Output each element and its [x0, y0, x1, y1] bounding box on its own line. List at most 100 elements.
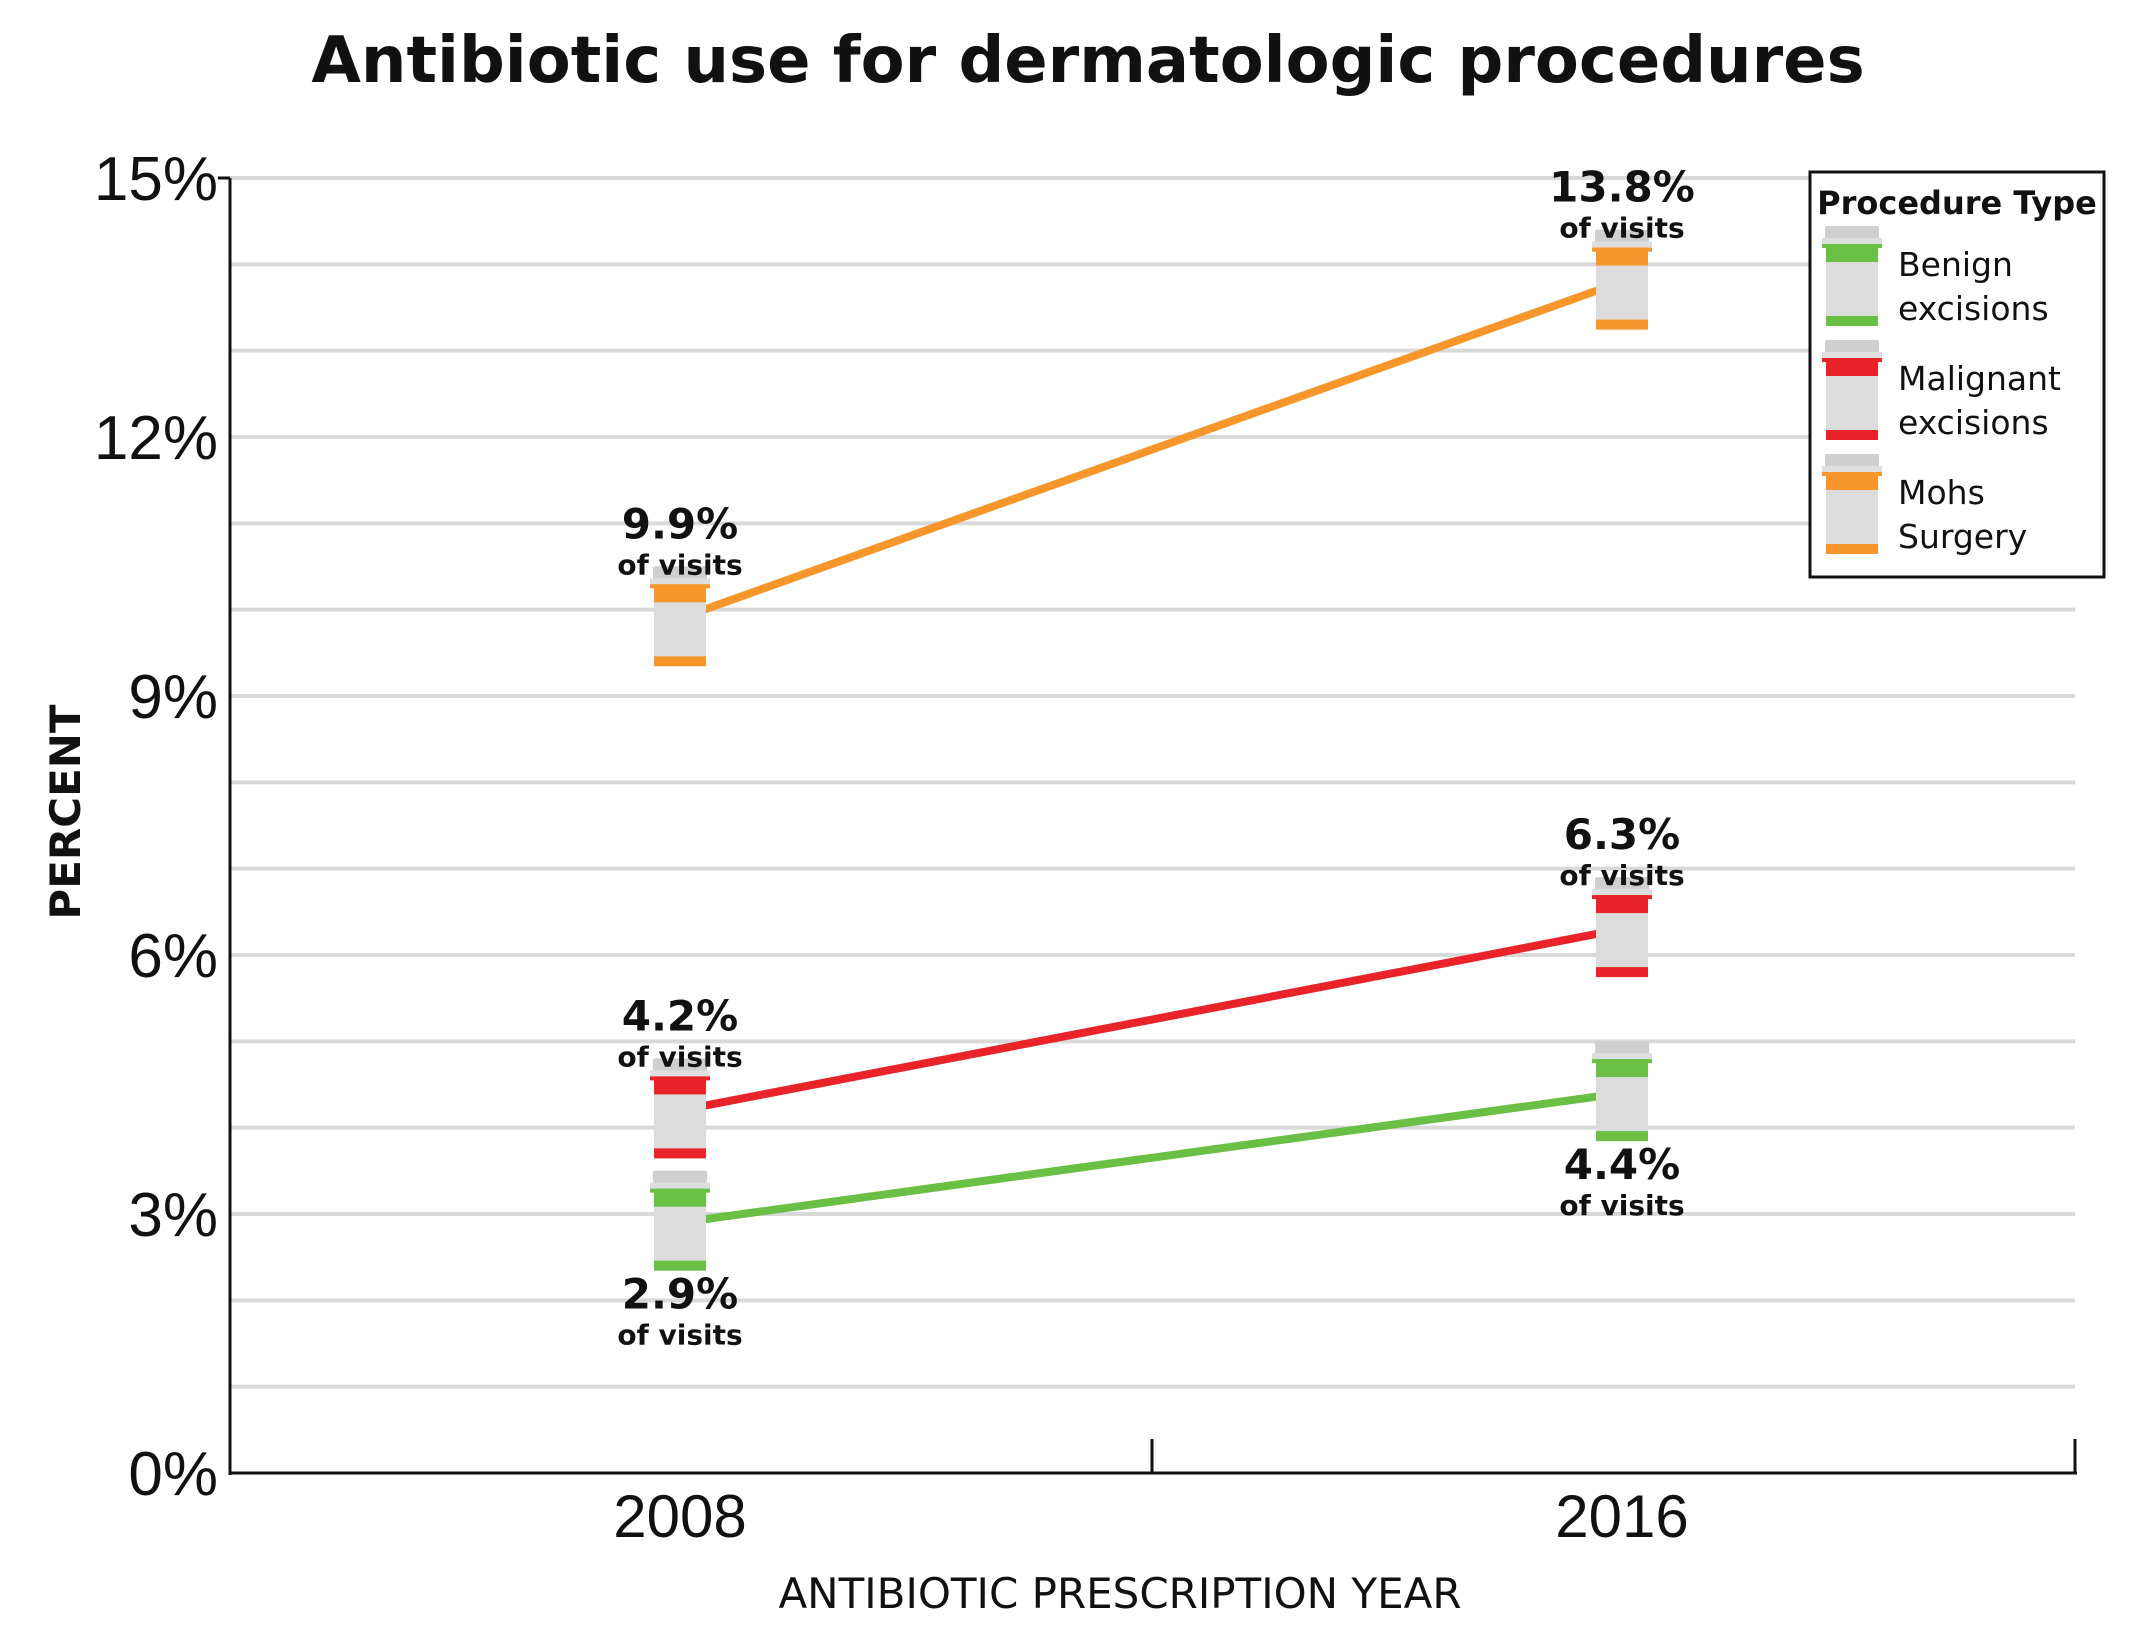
x-tick-label: 2016 — [1555, 1483, 1688, 1550]
data-label: 4.2% — [622, 991, 738, 1040]
legend-title: Procedure Type — [1817, 184, 2097, 222]
bottle-band-top — [1826, 358, 1878, 376]
legend-item: Mohs Surgery — [1822, 454, 2027, 556]
bottle-band-bottom — [654, 656, 706, 667]
chart-title: Antibiotic use for dermatologic procedur… — [311, 24, 1864, 98]
y-tick-label: 0% — [128, 1440, 218, 1509]
bottle-band-top — [1596, 247, 1648, 266]
y-axis-ticks: 0% 3% 6% 9% 12% 15% — [94, 145, 218, 1509]
bottle-cap — [1595, 877, 1649, 892]
y-tick-label: 6% — [128, 922, 218, 991]
bottle-cap-rim — [650, 578, 710, 585]
y-tick-label: 15% — [94, 145, 218, 214]
legend-item: Benign excisions — [1822, 226, 2049, 328]
bottle-band-bottom — [1596, 1131, 1648, 1142]
data-label: 2.9% — [622, 1270, 738, 1319]
bottle-band-bottom — [1826, 544, 1878, 554]
legend-label: Malignant — [1898, 359, 2061, 398]
bottle-cap — [1825, 226, 1879, 240]
bottle-band-bottom — [1596, 967, 1648, 978]
bottle-band-lip — [1822, 244, 1882, 248]
data-label: 9.9% — [622, 499, 738, 548]
bottle-band-lip — [1822, 358, 1882, 362]
data-point-marker — [650, 1058, 710, 1159]
y-tick-label: 9% — [128, 663, 218, 732]
data-sublabel: of visits — [617, 548, 742, 581]
bottle-cap-rim — [650, 1070, 710, 1077]
bottle-band-top — [1596, 895, 1648, 914]
legend-label: Benign — [1898, 245, 2013, 284]
bottle-cap — [1595, 1041, 1649, 1056]
data-sublabel: of visits — [1559, 1189, 1684, 1222]
legend-label: excisions — [1898, 403, 2049, 442]
bottle-cap-rim — [1592, 889, 1652, 896]
data-sublabel: of visits — [1559, 859, 1684, 892]
bottle-cap — [1825, 454, 1879, 468]
series-line — [679, 925, 1623, 1115]
legend-marker — [1822, 454, 1882, 554]
legend-marker — [1822, 226, 1882, 326]
bottle-band-bottom — [1826, 430, 1878, 440]
bottle-band-lip — [1592, 895, 1652, 900]
bottle-cap — [653, 566, 707, 581]
data-point-marker — [1592, 229, 1652, 330]
bottle-band-lip — [1592, 1059, 1652, 1064]
data-point-marker — [650, 1170, 710, 1271]
y-tick-label: 12% — [94, 404, 218, 473]
data-sublabel: of visits — [617, 1319, 742, 1352]
x-tick-label: 2008 — [613, 1483, 746, 1550]
bottle-cap-rim — [1822, 238, 1882, 244]
bottle-cap-rim — [1592, 241, 1652, 248]
bottle-cap-rim — [1822, 466, 1882, 472]
data-label: 4.4% — [1564, 1140, 1680, 1189]
bottle-band-lip — [650, 584, 710, 589]
legend-marker — [1822, 340, 1882, 440]
bottle-cap — [1825, 340, 1879, 354]
legend-item: Malignant excisions — [1822, 340, 2061, 442]
legend-label: Surgery — [1898, 517, 2027, 556]
bottle-band-top — [654, 1076, 706, 1095]
y-axis-title: PERCENT — [41, 704, 90, 919]
bottle-cap-rim — [1822, 352, 1882, 358]
gridlines — [230, 176, 2075, 1389]
data-sublabel: of visits — [617, 1040, 742, 1073]
data-sublabel: of visits — [1559, 212, 1684, 245]
bottle-band-bottom — [1826, 316, 1878, 326]
data-point-marker — [1592, 877, 1652, 978]
bottle-band-lip — [650, 1076, 710, 1081]
bottle-band-bottom — [654, 1148, 706, 1159]
bottle-band-bottom — [1596, 319, 1648, 330]
bottle-band-lip — [1822, 472, 1882, 476]
y-tick-label: 3% — [128, 1181, 218, 1250]
bottle-band-top — [654, 1188, 706, 1207]
bottle-band-lip — [1592, 247, 1652, 252]
x-axis-title: ANTIBIOTIC PRESCRIPTION YEAR — [778, 1569, 1461, 1618]
bottle-band-top — [1826, 244, 1878, 262]
series-line — [678, 277, 1624, 623]
legend: Procedure Type Benign excisions Malignant ex… — [1808, 170, 2106, 579]
legend-label: excisions — [1898, 289, 2049, 328]
legend-label: Mohs — [1898, 473, 1985, 512]
series-line — [679, 1089, 1623, 1227]
bottle-band-top — [1826, 472, 1878, 490]
x-axis-ticks: 2008 2016 — [613, 1483, 1688, 1550]
bottle-cap — [653, 1058, 707, 1073]
bottle-band-top — [1596, 1059, 1648, 1078]
bottle-band-top — [654, 584, 706, 603]
bottle-band-bottom — [654, 1260, 706, 1271]
bottle-band-lip — [650, 1188, 710, 1193]
axes — [218, 176, 2077, 1475]
data-point-marker — [650, 566, 710, 667]
bottle-cap — [653, 1170, 707, 1185]
bottle-cap-rim — [650, 1182, 710, 1189]
data-label: 6.3% — [1564, 810, 1680, 859]
bottle-cap — [1595, 229, 1649, 244]
bottle-cap-rim — [1592, 1053, 1652, 1060]
data-point-marker — [1592, 1041, 1652, 1142]
data-label: 13.8% — [1549, 163, 1695, 212]
